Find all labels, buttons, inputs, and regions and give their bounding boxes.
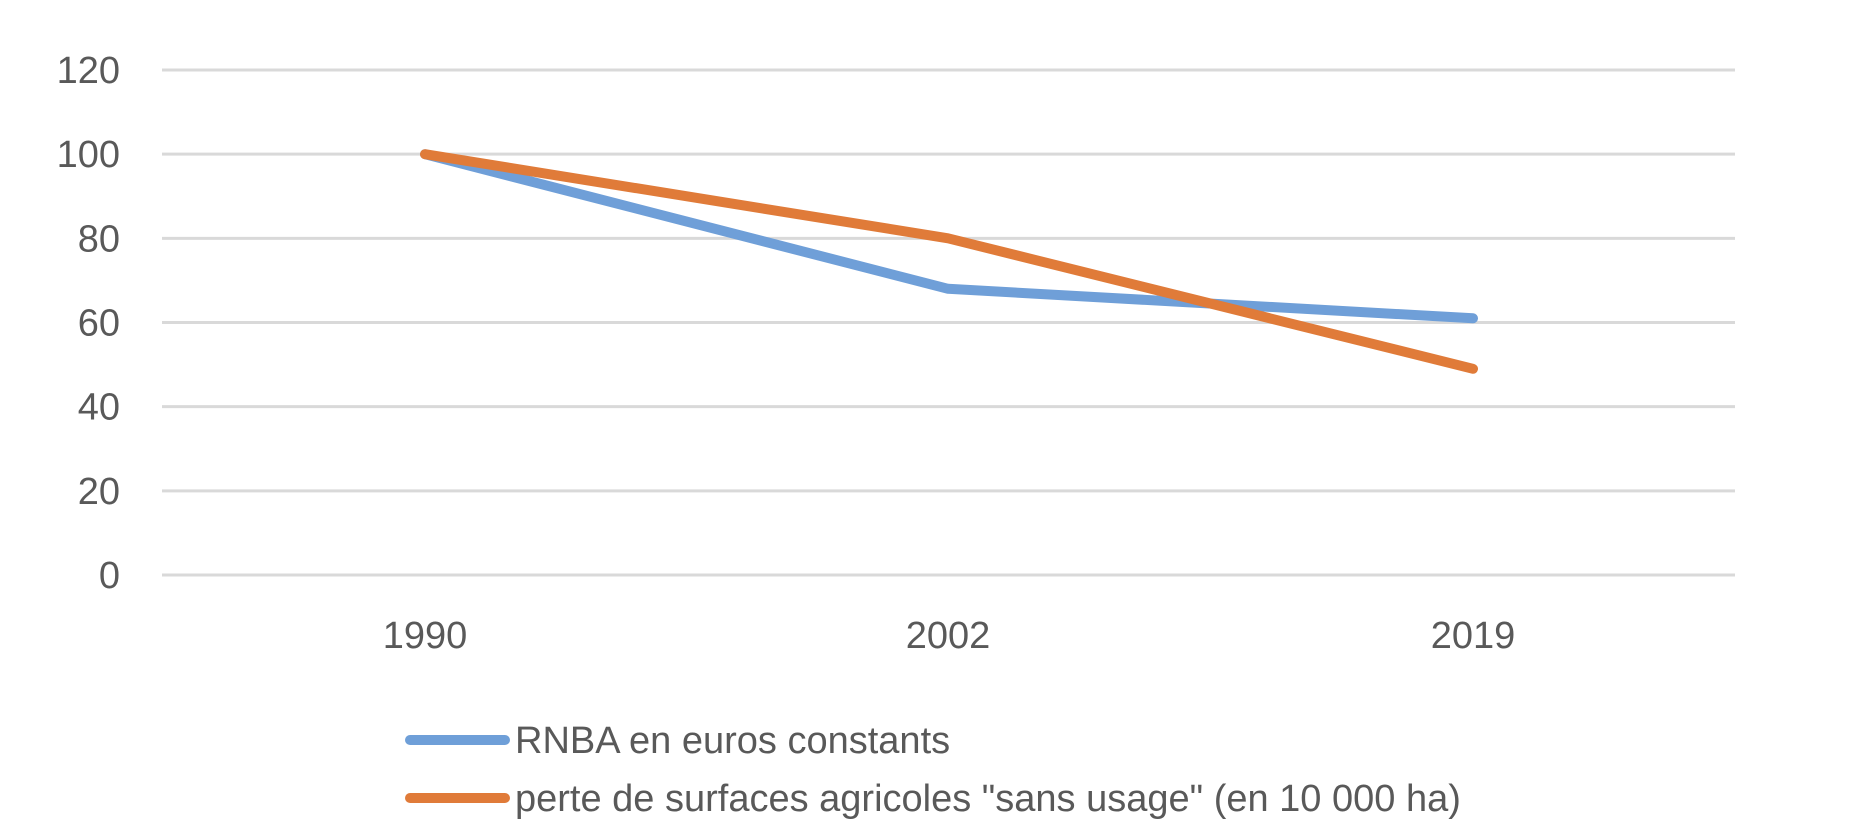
y-tick-label: 0 (99, 555, 120, 597)
gridlines (162, 68, 1735, 577)
y-tick-label: 120 (57, 50, 120, 92)
y-tick-label: 100 (57, 134, 120, 176)
x-axis-ticks: 1990 2002 2019 (383, 615, 1516, 657)
y-tick-label: 80 (78, 218, 120, 260)
legend-label: RNBA en euros constants (515, 720, 950, 762)
x-tick-label: 2019 (1431, 615, 1516, 657)
legend-label: perte de surfaces agricoles "sans usage"… (515, 778, 1461, 820)
y-tick-label: 60 (78, 303, 120, 345)
series-lines (420, 149, 1478, 374)
y-tick-label: 20 (78, 471, 120, 513)
series-line-1 (420, 149, 1478, 324)
x-tick-label: 2002 (906, 615, 991, 657)
series-line-2 (420, 149, 1478, 374)
legend: RNBA en euros constants perte de surfaces… (405, 720, 1461, 820)
y-axis-ticks: 0 20 40 60 80 100 120 (57, 50, 120, 597)
y-tick-label: 40 (78, 387, 120, 429)
x-tick-label: 1990 (383, 615, 468, 657)
